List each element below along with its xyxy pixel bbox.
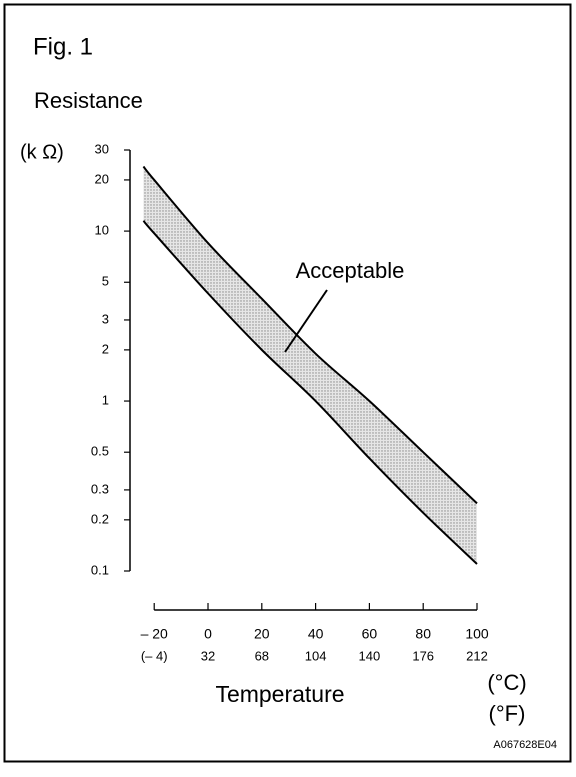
- x-tick-label: 80: [415, 626, 431, 642]
- x2-tick-label: 68: [255, 648, 269, 663]
- x2-tick-label: (– 4): [141, 648, 168, 663]
- acceptable-band: [143, 166, 477, 564]
- x2-tick-label: 104: [305, 648, 327, 663]
- x2-tick-label: 140: [359, 648, 381, 663]
- annotation-leader: [284, 289, 328, 353]
- x-tick-label: 40: [308, 626, 324, 642]
- y-tick-label: 0.3: [91, 481, 109, 496]
- x-tick-label: 100: [465, 626, 489, 642]
- x-tick-label: 0: [204, 626, 212, 642]
- x-axis-unit: (°C): [487, 670, 526, 695]
- x-tick-label: – 20: [141, 626, 168, 642]
- chart-title: Fig. 1: [33, 33, 93, 60]
- y-tick-label: 0.1: [91, 562, 109, 577]
- y-axis-unit: (k Ω): [20, 141, 64, 163]
- y-tick-label: 1: [102, 392, 109, 407]
- annotation: Acceptable: [296, 258, 405, 283]
- y-tick-label: 0.5: [91, 444, 109, 459]
- frame: [3, 3, 572, 763]
- y-tick-label: 2: [102, 341, 109, 356]
- figure-code: A067628E04: [493, 739, 557, 751]
- x2-tick-label: 176: [412, 648, 434, 663]
- y-tick-label: 0.2: [91, 511, 109, 526]
- y-axis-title: Resistance: [34, 88, 143, 113]
- x-axis-title: Temperature: [215, 681, 344, 707]
- y-tick-label: 5: [102, 274, 109, 289]
- y-tick-label: 3: [102, 311, 109, 326]
- x2-tick-label: 212: [466, 648, 488, 663]
- y-tick-label: 10: [95, 223, 109, 238]
- x2-tick-label: 32: [201, 648, 215, 663]
- x-tick-label: 20: [254, 626, 270, 642]
- y-tick-label: 30: [95, 141, 109, 156]
- y-tick-label: 20: [95, 171, 109, 186]
- x2-axis-unit: (°F): [489, 701, 526, 726]
- limit-curve: [142, 220, 478, 565]
- limit-curve: [142, 165, 478, 505]
- x-tick-label: 60: [362, 626, 378, 642]
